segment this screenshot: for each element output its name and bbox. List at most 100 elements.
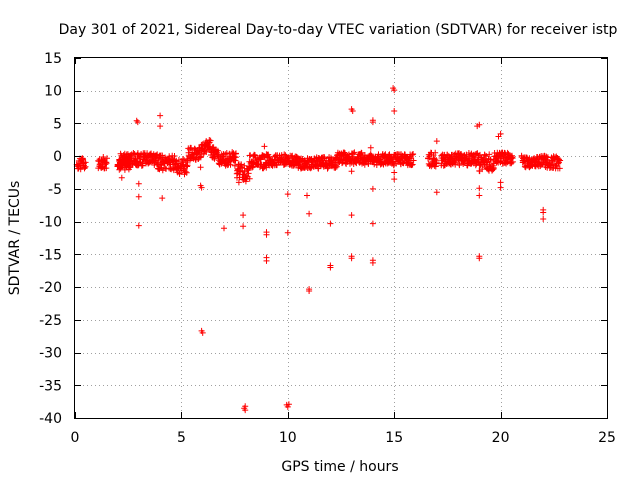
x-tick-label: 0 bbox=[71, 430, 80, 446]
y-tick-label: -5 bbox=[48, 182, 62, 198]
data-point bbox=[207, 137, 214, 144]
x-tick-label: 15 bbox=[385, 430, 403, 446]
data-point bbox=[135, 180, 142, 187]
data-point bbox=[263, 257, 270, 264]
data-point bbox=[261, 143, 268, 150]
data-point bbox=[391, 108, 398, 114]
plot-frame bbox=[74, 57, 608, 419]
data-point bbox=[369, 220, 376, 227]
data-point bbox=[238, 161, 245, 168]
data-point bbox=[118, 174, 125, 181]
data-point bbox=[157, 112, 164, 119]
data-point bbox=[367, 144, 374, 151]
data-point bbox=[252, 152, 258, 159]
data-point bbox=[479, 166, 486, 173]
data-point bbox=[540, 209, 547, 216]
data-point bbox=[182, 168, 189, 175]
data-point bbox=[246, 175, 253, 182]
data-point bbox=[306, 288, 313, 294]
x-tick-label: 5 bbox=[177, 430, 186, 446]
data-point bbox=[509, 155, 516, 162]
data-point bbox=[327, 264, 334, 271]
data-point bbox=[333, 163, 340, 170]
data-point bbox=[348, 255, 355, 262]
y-axis-label: SDTVAR / TECUs bbox=[7, 181, 23, 296]
data-point bbox=[134, 119, 141, 126]
data-point bbox=[349, 108, 356, 114]
data-point bbox=[486, 151, 493, 158]
data-point bbox=[371, 161, 378, 168]
data-point bbox=[497, 179, 504, 186]
data-point bbox=[199, 329, 206, 336]
data-point bbox=[341, 149, 348, 156]
axes: 0 5 10 15 20 25 15 10 5 0 -5 -10 -15 -20 -25 -30 -35 -40 bbox=[39, 51, 616, 446]
data-point bbox=[358, 149, 365, 156]
data-point bbox=[325, 164, 332, 171]
data-point bbox=[410, 157, 417, 164]
y-tick-label: -15 bbox=[39, 247, 62, 263]
data-point bbox=[157, 161, 164, 168]
data-point bbox=[80, 155, 86, 162]
data-point bbox=[369, 185, 376, 192]
data-point bbox=[307, 165, 314, 172]
data-point bbox=[336, 156, 343, 163]
data-point bbox=[432, 149, 439, 156]
data-point bbox=[391, 169, 398, 176]
data-point bbox=[476, 255, 483, 262]
data-point bbox=[391, 176, 398, 183]
data-point bbox=[284, 403, 291, 410]
chart-title: Day 301 of 2021, Sidereal Day-to-day VTE… bbox=[59, 22, 618, 38]
data-point bbox=[476, 192, 483, 199]
data-point bbox=[350, 150, 357, 157]
data-point bbox=[433, 157, 440, 164]
data-point bbox=[348, 212, 355, 219]
data-point bbox=[131, 151, 138, 157]
data-point bbox=[135, 222, 142, 229]
x-tick-label: 25 bbox=[598, 430, 616, 446]
data-points bbox=[73, 85, 564, 414]
x-tick-label: 20 bbox=[492, 430, 510, 446]
data-point bbox=[284, 229, 291, 236]
data-point bbox=[183, 169, 190, 176]
data-point bbox=[134, 150, 141, 157]
data-point bbox=[433, 138, 440, 145]
data-point bbox=[263, 231, 270, 238]
data-point bbox=[241, 162, 248, 169]
data-point bbox=[197, 164, 204, 171]
y-tick-label: -30 bbox=[39, 346, 62, 362]
y-tick-label: -10 bbox=[39, 215, 62, 231]
grid-lines bbox=[75, 58, 607, 418]
data-point bbox=[135, 193, 142, 200]
data-point bbox=[351, 149, 358, 156]
data-point bbox=[369, 259, 376, 266]
data-point bbox=[391, 87, 398, 94]
data-point bbox=[456, 162, 463, 169]
data-point bbox=[361, 152, 368, 158]
data-point bbox=[476, 185, 483, 192]
data-point bbox=[159, 195, 166, 202]
data-point bbox=[174, 160, 181, 167]
x-axis-label: GPS time / hours bbox=[281, 459, 398, 475]
y-tick-label: 15 bbox=[44, 51, 62, 67]
data-point bbox=[133, 117, 140, 124]
data-point bbox=[198, 184, 205, 191]
data-point bbox=[497, 184, 504, 191]
data-point bbox=[540, 216, 547, 222]
data-point bbox=[324, 165, 331, 172]
data-point bbox=[409, 161, 416, 168]
x-tick-label: 10 bbox=[279, 430, 297, 446]
data-point bbox=[285, 401, 292, 408]
data-point bbox=[481, 152, 488, 159]
y-tick-label: -40 bbox=[39, 411, 62, 427]
data-point bbox=[306, 210, 313, 217]
data-point bbox=[284, 191, 291, 198]
data-point bbox=[304, 192, 310, 199]
data-point bbox=[157, 123, 164, 130]
data-point bbox=[557, 157, 564, 164]
y-tick-label: -25 bbox=[39, 313, 62, 329]
data-point bbox=[82, 163, 89, 170]
data-point bbox=[240, 223, 247, 230]
y-tick-label: 10 bbox=[44, 84, 62, 100]
data-point bbox=[104, 155, 110, 162]
